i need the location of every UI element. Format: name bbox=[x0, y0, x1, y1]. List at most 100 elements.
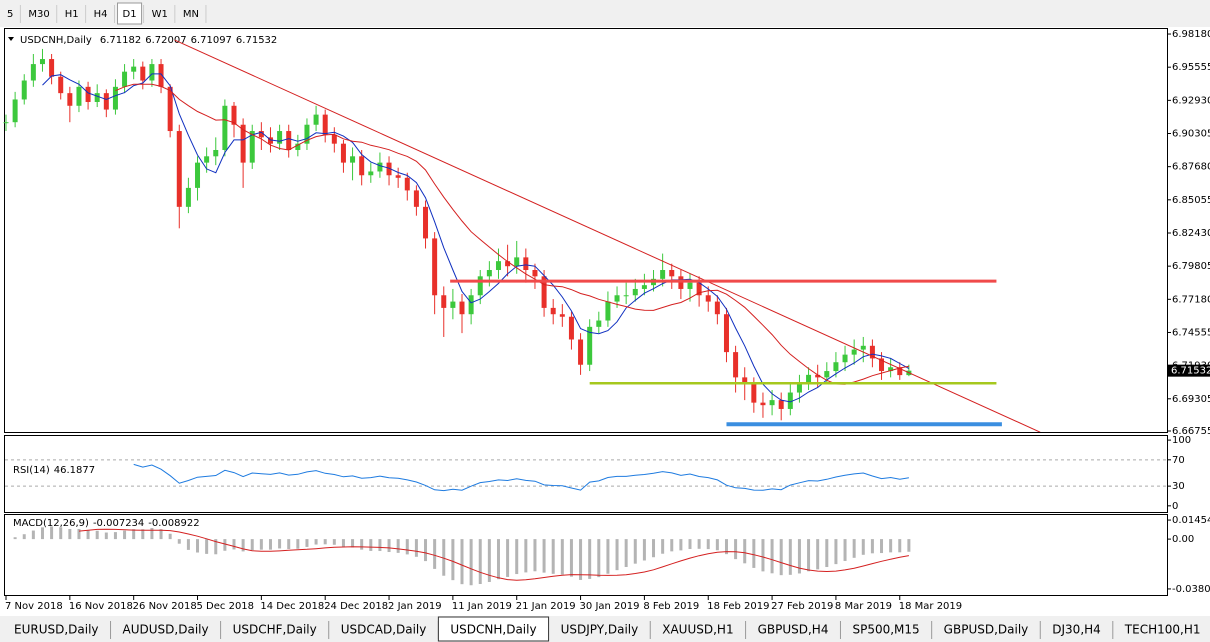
macd-bar bbox=[223, 539, 227, 551]
timeframe-button[interactable]: MN bbox=[183, 9, 199, 20]
timeframe-button[interactable]: W1 bbox=[152, 9, 168, 20]
timeframe-button[interactable]: H4 bbox=[94, 9, 108, 20]
candle-body bbox=[495, 261, 501, 271]
chart-tab[interactable]: TECH100,H1 bbox=[1124, 623, 1201, 637]
symbol-header: USDCNH,Daily bbox=[20, 35, 92, 46]
date-label: 26 Nov 2018 bbox=[133, 601, 197, 612]
candle-body bbox=[851, 349, 857, 355]
macd-bar bbox=[615, 539, 619, 571]
timeframe-button[interactable]: D1 bbox=[123, 9, 137, 20]
chart-tab[interactable]: GBPUSD,H4 bbox=[758, 623, 829, 637]
macd-tick-label: 0.00 bbox=[1172, 534, 1194, 545]
chart-tab[interactable]: GBPUSD,Daily bbox=[944, 623, 1029, 637]
candle-body bbox=[413, 190, 419, 207]
macd-bar bbox=[478, 539, 482, 584]
macd-bar bbox=[196, 539, 200, 553]
candle-body bbox=[350, 156, 356, 163]
macd-bar bbox=[360, 539, 364, 550]
candle-body bbox=[815, 374, 821, 378]
macd-bar bbox=[268, 539, 272, 550]
candle-body bbox=[231, 105, 237, 125]
macd-bar bbox=[31, 530, 35, 540]
chart-tab[interactable]: USDCHF,Daily bbox=[233, 623, 317, 637]
date-label: 16 Nov 2018 bbox=[69, 601, 133, 612]
macd-bar bbox=[551, 539, 555, 574]
candle-body bbox=[30, 64, 36, 81]
price-label: 6.85055 bbox=[1172, 195, 1210, 206]
candle-body bbox=[459, 301, 465, 315]
macd-bar bbox=[579, 539, 583, 580]
chart-tab[interactable]: XAUUSD,H1 bbox=[662, 623, 733, 637]
candle-body bbox=[760, 402, 766, 406]
price-label: 6.82430 bbox=[1172, 228, 1210, 239]
candle-body bbox=[122, 71, 128, 87]
candle-body bbox=[714, 301, 720, 315]
macd-bar bbox=[405, 539, 409, 555]
macd-bar bbox=[460, 539, 464, 585]
candle-body bbox=[441, 295, 447, 308]
chart-tab[interactable]: USDCNH,Daily bbox=[450, 623, 536, 637]
macd-tick-label: 0.014542 bbox=[1172, 515, 1210, 526]
macd-bar bbox=[232, 539, 236, 550]
candle-body bbox=[705, 295, 711, 302]
candle-body bbox=[532, 270, 538, 277]
macd-bar bbox=[50, 526, 54, 540]
macd-bar bbox=[77, 528, 81, 540]
trendline[interactable] bbox=[174, 39, 1041, 432]
macd-bar bbox=[387, 539, 391, 553]
macd-bar bbox=[378, 539, 382, 552]
chart-tab[interactable]: DJ30,H4 bbox=[1052, 623, 1101, 637]
candle-body bbox=[596, 320, 602, 327]
candle-body bbox=[277, 131, 283, 144]
candle-body bbox=[386, 162, 392, 176]
macd-bar bbox=[351, 539, 355, 548]
macd-bar bbox=[496, 539, 500, 580]
candle-body bbox=[304, 124, 310, 144]
macd-bar bbox=[661, 539, 665, 554]
candle-body bbox=[751, 383, 757, 403]
menu-arrow[interactable] bbox=[8, 37, 14, 41]
candle-body bbox=[742, 377, 748, 384]
candle-body bbox=[869, 345, 875, 359]
macd-bar bbox=[168, 533, 172, 540]
macd-bar bbox=[205, 539, 209, 554]
chart-tab[interactable]: EURUSD,Daily bbox=[14, 623, 99, 637]
candle-body bbox=[267, 137, 273, 144]
candle-body bbox=[258, 131, 264, 138]
chart-tab[interactable]: SP500,M15 bbox=[852, 623, 919, 637]
candle-body bbox=[340, 143, 346, 163]
candle-body bbox=[158, 64, 164, 87]
macd-bar bbox=[141, 529, 145, 540]
current-price: 6.71532 bbox=[1171, 366, 1210, 377]
price-label: 6.87680 bbox=[1172, 162, 1210, 173]
tab-bar bbox=[0, 616, 1210, 642]
candle-body bbox=[377, 162, 383, 172]
macd-bar bbox=[22, 534, 26, 540]
candle-body bbox=[149, 64, 155, 81]
timeframe-button[interactable]: 5 bbox=[7, 9, 13, 20]
chart-tab[interactable]: USDJPY,Daily bbox=[561, 623, 639, 637]
macd-bar bbox=[606, 539, 610, 574]
date-label: 27 Feb 2019 bbox=[771, 601, 833, 612]
candle-body bbox=[313, 114, 319, 125]
date-label: 8 Feb 2019 bbox=[643, 601, 699, 612]
timeframe-button[interactable]: H1 bbox=[65, 9, 79, 20]
slow-ma bbox=[115, 83, 909, 385]
chart-tab[interactable]: USDCAD,Daily bbox=[341, 623, 427, 637]
macd-bar bbox=[113, 532, 117, 540]
rsi-tick-label: 70 bbox=[1172, 455, 1185, 466]
candle-body bbox=[39, 59, 45, 65]
candle-body bbox=[806, 374, 812, 384]
timeframe-button[interactable]: M30 bbox=[28, 9, 49, 20]
macd-bar bbox=[13, 537, 17, 540]
fast-ma bbox=[42, 73, 910, 403]
chart-tab-active bbox=[437, 616, 550, 642]
candle-body bbox=[222, 105, 228, 150]
macd-bar bbox=[870, 539, 874, 554]
candle-body bbox=[587, 326, 593, 365]
candle-body bbox=[578, 339, 584, 365]
rsi-label: RSI(14) bbox=[13, 465, 50, 476]
chart-tab[interactable]: AUDUSD,Daily bbox=[123, 623, 209, 637]
macd-bar bbox=[633, 539, 637, 564]
